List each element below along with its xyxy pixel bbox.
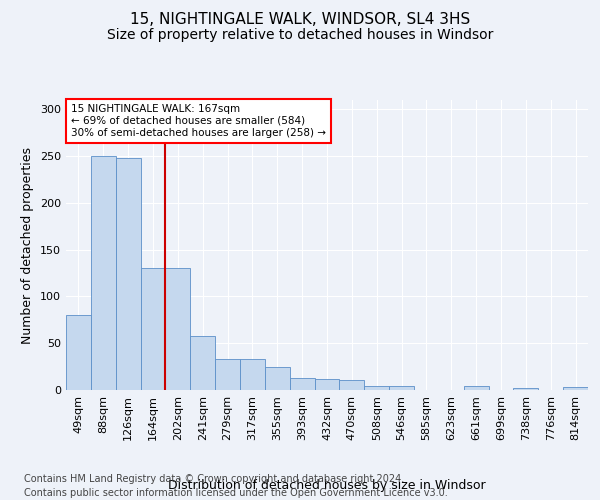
X-axis label: Distribution of detached houses by size in Windsor: Distribution of detached houses by size … (168, 479, 486, 492)
Bar (563, 387, 588, 390)
Text: Size of property relative to detached houses in Windsor: Size of property relative to detached ho… (107, 28, 493, 42)
Bar (66, 315, 91, 390)
Text: Contains HM Land Registry data © Crown copyright and database right 2024.
Contai: Contains HM Land Registry data © Crown c… (24, 474, 448, 498)
Bar (166, 268, 190, 390)
Bar (340, 380, 364, 390)
Bar (314, 379, 340, 390)
Text: 15, NIGHTINGALE WALK, WINDSOR, SL4 3HS: 15, NIGHTINGALE WALK, WINDSOR, SL4 3HS (130, 12, 470, 28)
Bar (290, 378, 314, 390)
Bar (91, 156, 116, 390)
Bar (364, 386, 389, 390)
Bar (215, 359, 240, 390)
Bar (514, 388, 538, 390)
Y-axis label: Number of detached properties: Number of detached properties (22, 146, 34, 344)
Bar (389, 386, 414, 390)
Bar (464, 386, 488, 390)
Bar (240, 359, 265, 390)
Bar (265, 366, 290, 390)
Bar (140, 268, 166, 390)
Text: 15 NIGHTINGALE WALK: 167sqm
← 69% of detached houses are smaller (584)
30% of se: 15 NIGHTINGALE WALK: 167sqm ← 69% of det… (71, 104, 326, 138)
Bar (116, 158, 140, 390)
Bar (190, 336, 215, 390)
